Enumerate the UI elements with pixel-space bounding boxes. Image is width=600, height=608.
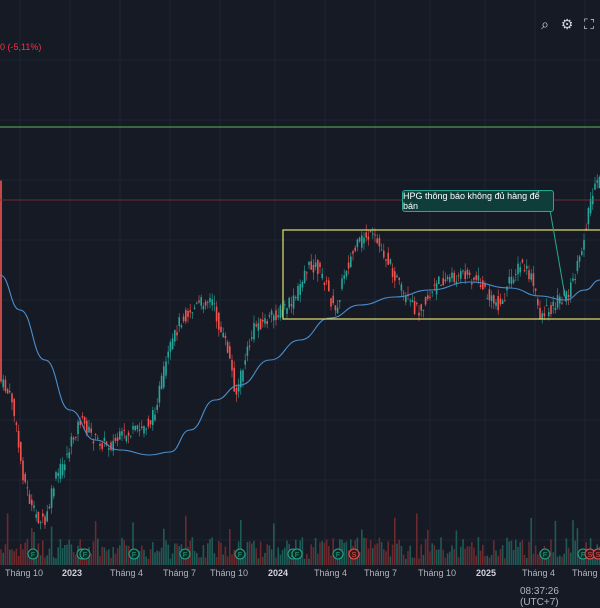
annotation-callout[interactable]: HPG thông báo không đủ hàng để bán	[402, 190, 554, 212]
price-change: 0 (-5,11%)	[0, 42, 42, 52]
moving-average-line	[0, 274, 600, 456]
axis-label-year: 2025	[476, 568, 497, 578]
svg-text:F: F	[238, 552, 242, 559]
chart-toolbar: ⌕ ⚙ ⛶	[534, 14, 600, 36]
svg-text:F: F	[31, 552, 35, 559]
axis-label-month: Tháng 4	[314, 568, 348, 578]
svg-text:F: F	[543, 552, 547, 559]
event-marker-F[interactable]: F	[291, 548, 303, 560]
svg-text:F: F	[132, 552, 136, 559]
svg-text:F: F	[581, 552, 585, 559]
svg-text:F: F	[183, 552, 187, 559]
event-marker-F[interactable]: F	[179, 548, 191, 560]
axis-label-month: Tháng 7	[163, 568, 197, 578]
annotation-pointer	[549, 209, 567, 303]
axis-label-month: Tháng 7	[572, 568, 600, 578]
axis-label-month: Tháng 10	[418, 568, 457, 578]
event-marker-F[interactable]: F	[539, 548, 551, 560]
svg-text:S: S	[588, 552, 593, 559]
clock-readout: 08:37:26 (UTC+7)	[520, 586, 559, 608]
fullscreen-icon[interactable]: ⛶	[584, 17, 594, 33]
chart-grid	[0, 0, 600, 565]
axis-label-year: 2023	[62, 568, 83, 578]
zoom-icon[interactable]: ⌕	[541, 17, 549, 33]
svg-text:F: F	[295, 552, 299, 559]
gear-icon[interactable]: ⚙	[560, 17, 574, 33]
svg-text:S: S	[596, 552, 600, 559]
event-marker-S[interactable]: S	[584, 548, 596, 560]
event-marker-F[interactable]: F	[234, 548, 246, 560]
svg-text:S: S	[352, 552, 357, 559]
axis-label-year: 2024	[268, 568, 289, 578]
event-marker-F[interactable]: F	[128, 548, 140, 560]
event-marker-F[interactable]: F	[332, 548, 344, 560]
event-marker-F[interactable]: F	[27, 548, 39, 560]
svg-text:F: F	[336, 552, 340, 559]
event-markers: FFFFFFFFFSFFSS	[27, 548, 600, 560]
axis-label-month: Tháng 10	[5, 568, 44, 578]
svg-text:F: F	[83, 552, 87, 559]
axis-label-month: Tháng 4	[522, 568, 556, 578]
event-marker-F[interactable]: F	[79, 548, 91, 560]
axis-label-month: Tháng 4	[110, 568, 144, 578]
event-marker-S[interactable]: S	[592, 548, 600, 560]
event-marker-S[interactable]: S	[348, 548, 360, 560]
candlestick-series	[0, 173, 600, 530]
axis-label-month: Tháng 7	[364, 568, 398, 578]
axis-label-month: Tháng 10	[210, 568, 249, 578]
consolidation-box[interactable]	[282, 229, 600, 320]
